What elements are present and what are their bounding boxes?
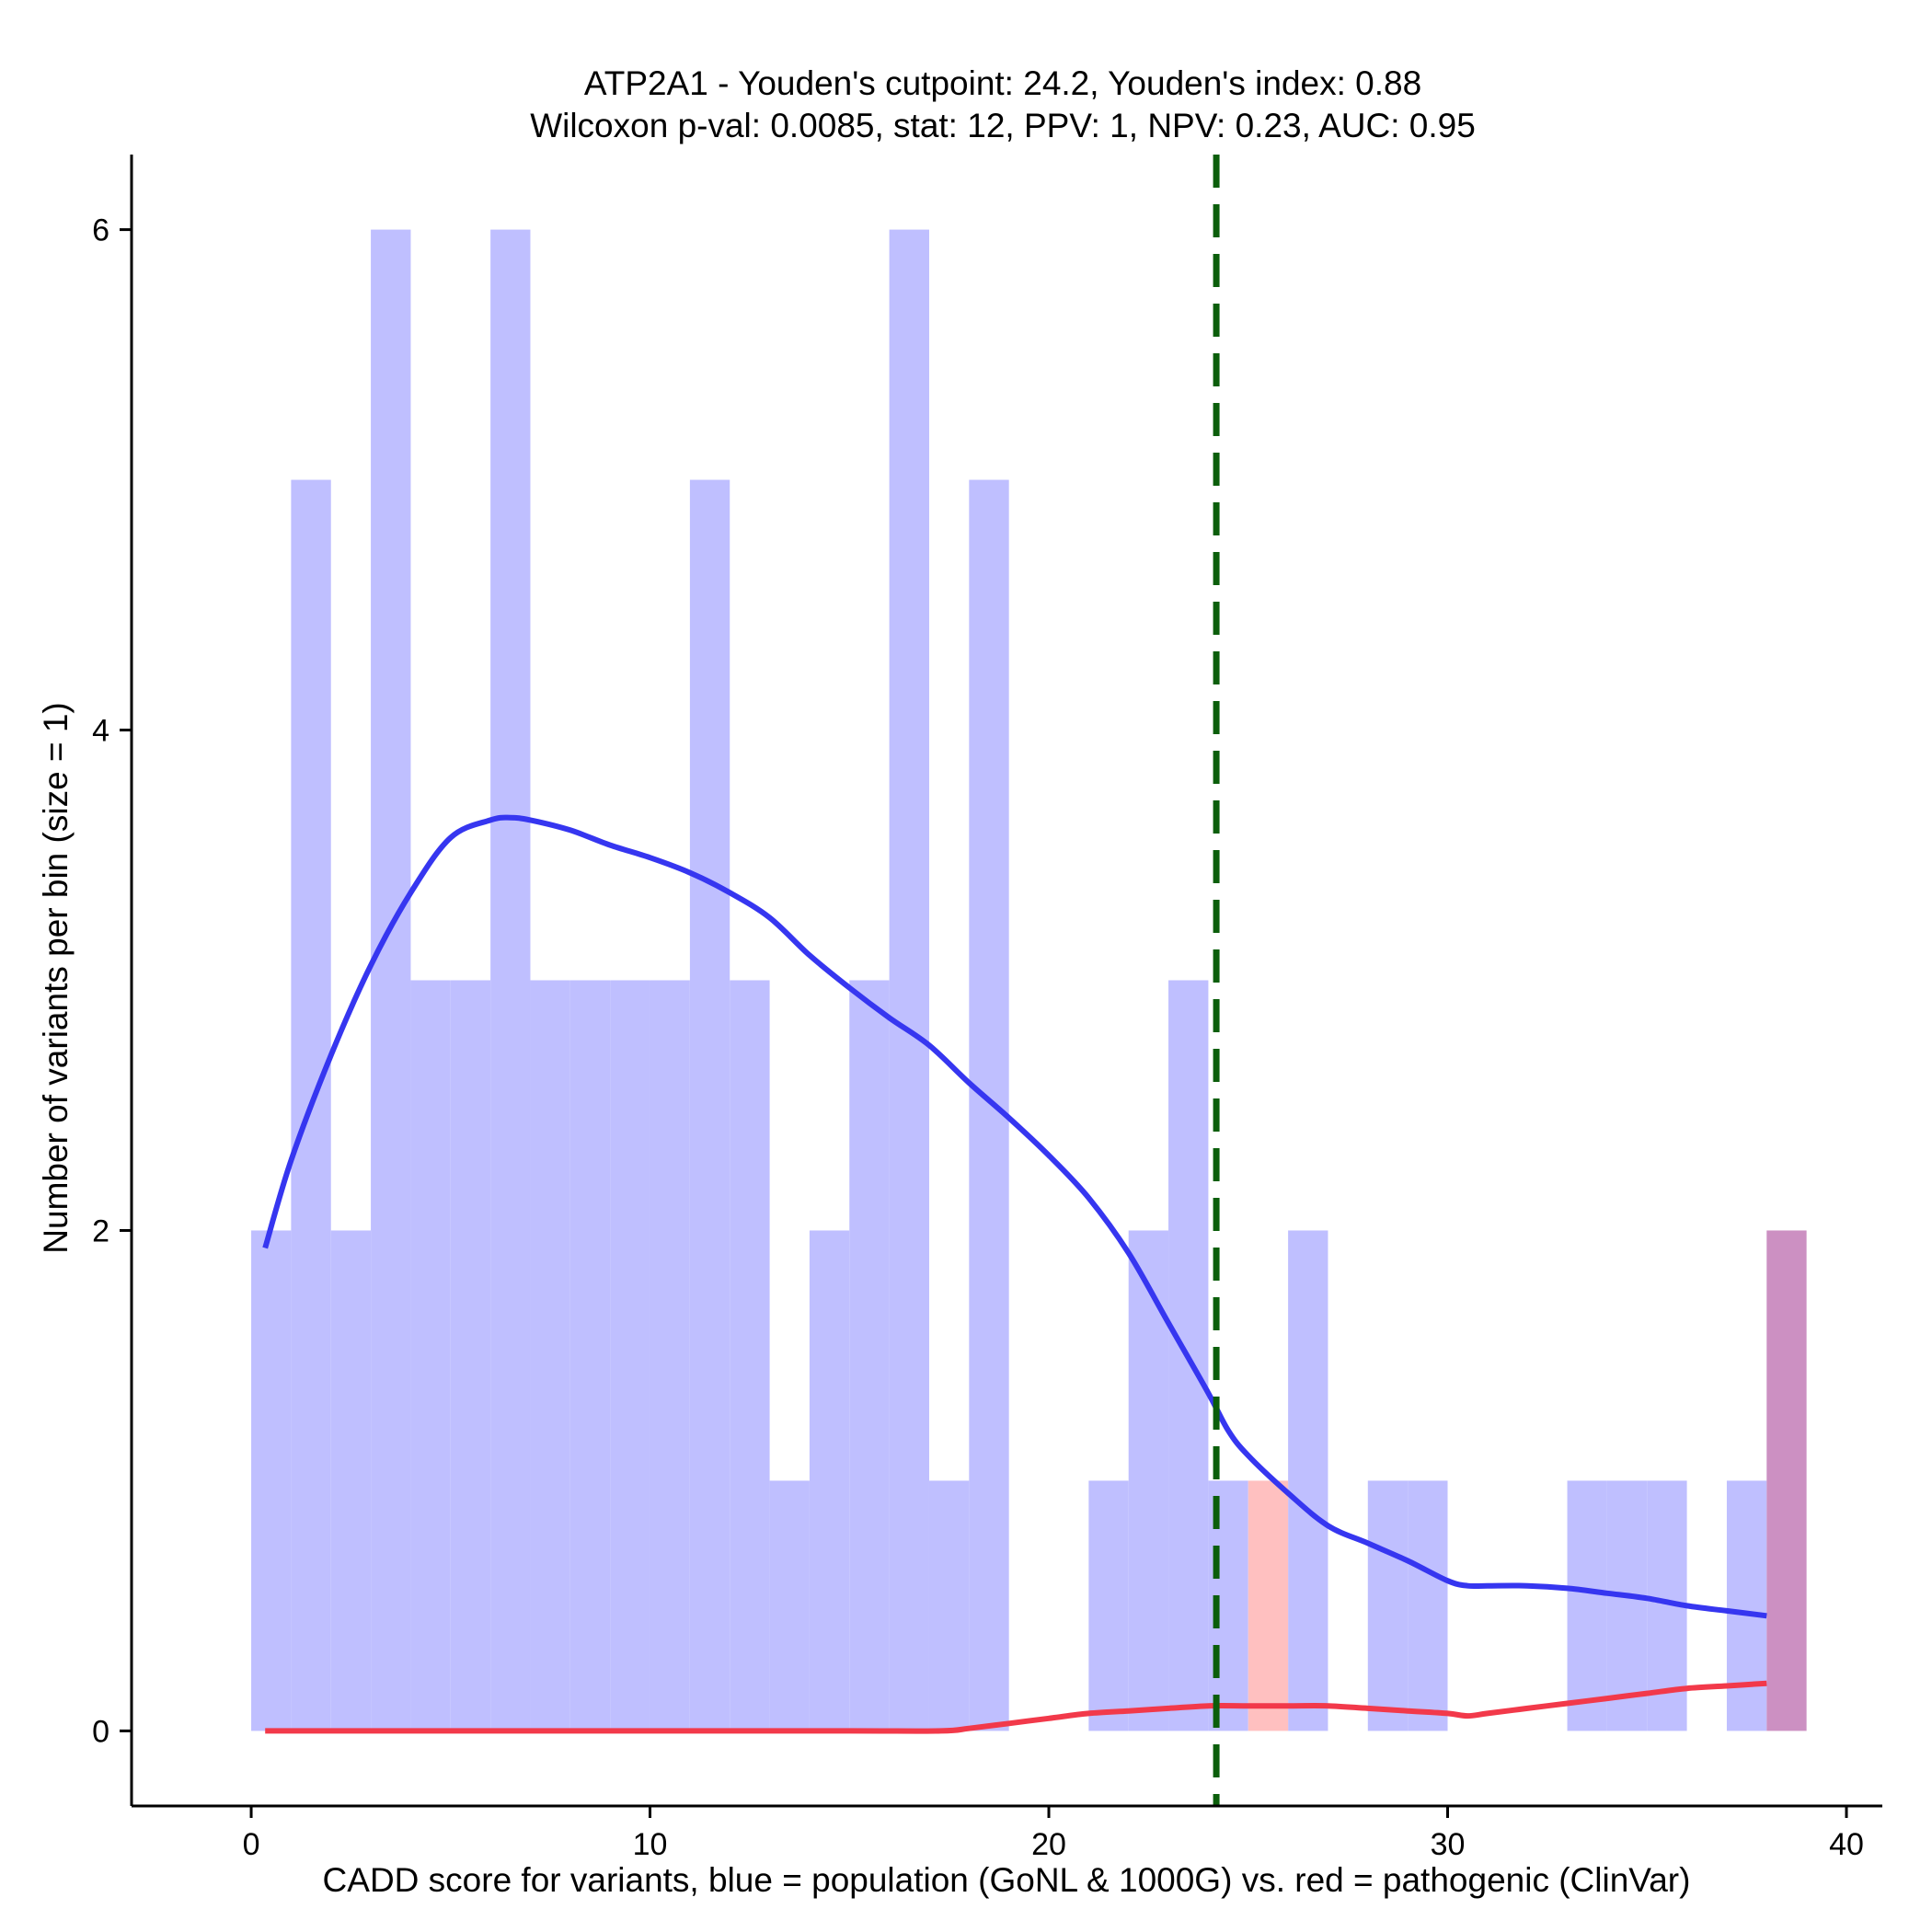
density-curve-population bbox=[262, 814, 1767, 1619]
bar-pathogenic bbox=[1248, 1480, 1289, 1731]
plot-area bbox=[251, 155, 1807, 1806]
bar-population bbox=[569, 980, 611, 1731]
bar-population bbox=[769, 1480, 810, 1731]
y-axis-ticks: 0 2 4 6 bbox=[92, 213, 132, 1749]
bar-population bbox=[1606, 1480, 1648, 1731]
bar-population bbox=[371, 229, 411, 1731]
bar-population bbox=[1088, 1480, 1129, 1731]
y-tick-label: 6 bbox=[92, 213, 109, 248]
chart-title: ATP2A1 - Youden's cutpoint: 24.2, Youden… bbox=[530, 64, 1476, 144]
y-tick-label: 0 bbox=[92, 1714, 109, 1749]
x-tick-label: 0 bbox=[243, 1827, 260, 1862]
y-tick-label: 2 bbox=[92, 1213, 109, 1248]
x-axis-label: CADD score for variants, blue = populati… bbox=[323, 1861, 1691, 1899]
bar-population bbox=[889, 229, 929, 1731]
bar-population bbox=[1726, 1480, 1767, 1731]
axes: 0 10 20 30 40 0 2 4 6 bbox=[92, 155, 1882, 1862]
x-tick-label: 20 bbox=[1031, 1827, 1066, 1862]
bar-population bbox=[410, 980, 451, 1731]
bar-population bbox=[530, 980, 570, 1731]
y-tick-label: 4 bbox=[92, 714, 109, 749]
x-axis-ticks: 0 10 20 30 40 bbox=[243, 1806, 1864, 1862]
bar-population bbox=[1128, 1230, 1169, 1731]
bar-population bbox=[450, 980, 491, 1731]
bar-population bbox=[610, 980, 650, 1731]
chart-title-line: ATP2A1 - Youden's cutpoint: 24.2, Youden… bbox=[584, 64, 1421, 102]
x-tick-label: 30 bbox=[1431, 1827, 1466, 1862]
chart-subtitle-line: Wilcoxon p-val: 0.0085, stat: 12, PPV: 1… bbox=[530, 107, 1476, 144]
x-tick-label: 10 bbox=[633, 1827, 668, 1862]
x-tick-label: 40 bbox=[1829, 1827, 1864, 1862]
y-axis-label: Number of variants per bin (size = 1) bbox=[37, 702, 75, 1253]
bar-population bbox=[490, 229, 531, 1731]
bar-population bbox=[809, 1230, 850, 1731]
bar-overlap bbox=[1766, 1230, 1807, 1731]
bar-population bbox=[730, 980, 770, 1731]
bar-population bbox=[849, 980, 890, 1731]
bar-population bbox=[1367, 1480, 1409, 1731]
density-curve-pathogenic bbox=[265, 1680, 1767, 1734]
bar-population bbox=[928, 1480, 970, 1731]
density-curves bbox=[262, 814, 1767, 1734]
bar-population bbox=[251, 1230, 292, 1731]
bar-population bbox=[1408, 1480, 1448, 1731]
bar-population bbox=[969, 479, 1009, 1731]
bar-population bbox=[330, 1230, 372, 1731]
bar-population bbox=[689, 479, 730, 1731]
bar-population bbox=[1288, 1230, 1328, 1731]
bar-population bbox=[650, 980, 690, 1731]
bar-population bbox=[1567, 1480, 1607, 1731]
